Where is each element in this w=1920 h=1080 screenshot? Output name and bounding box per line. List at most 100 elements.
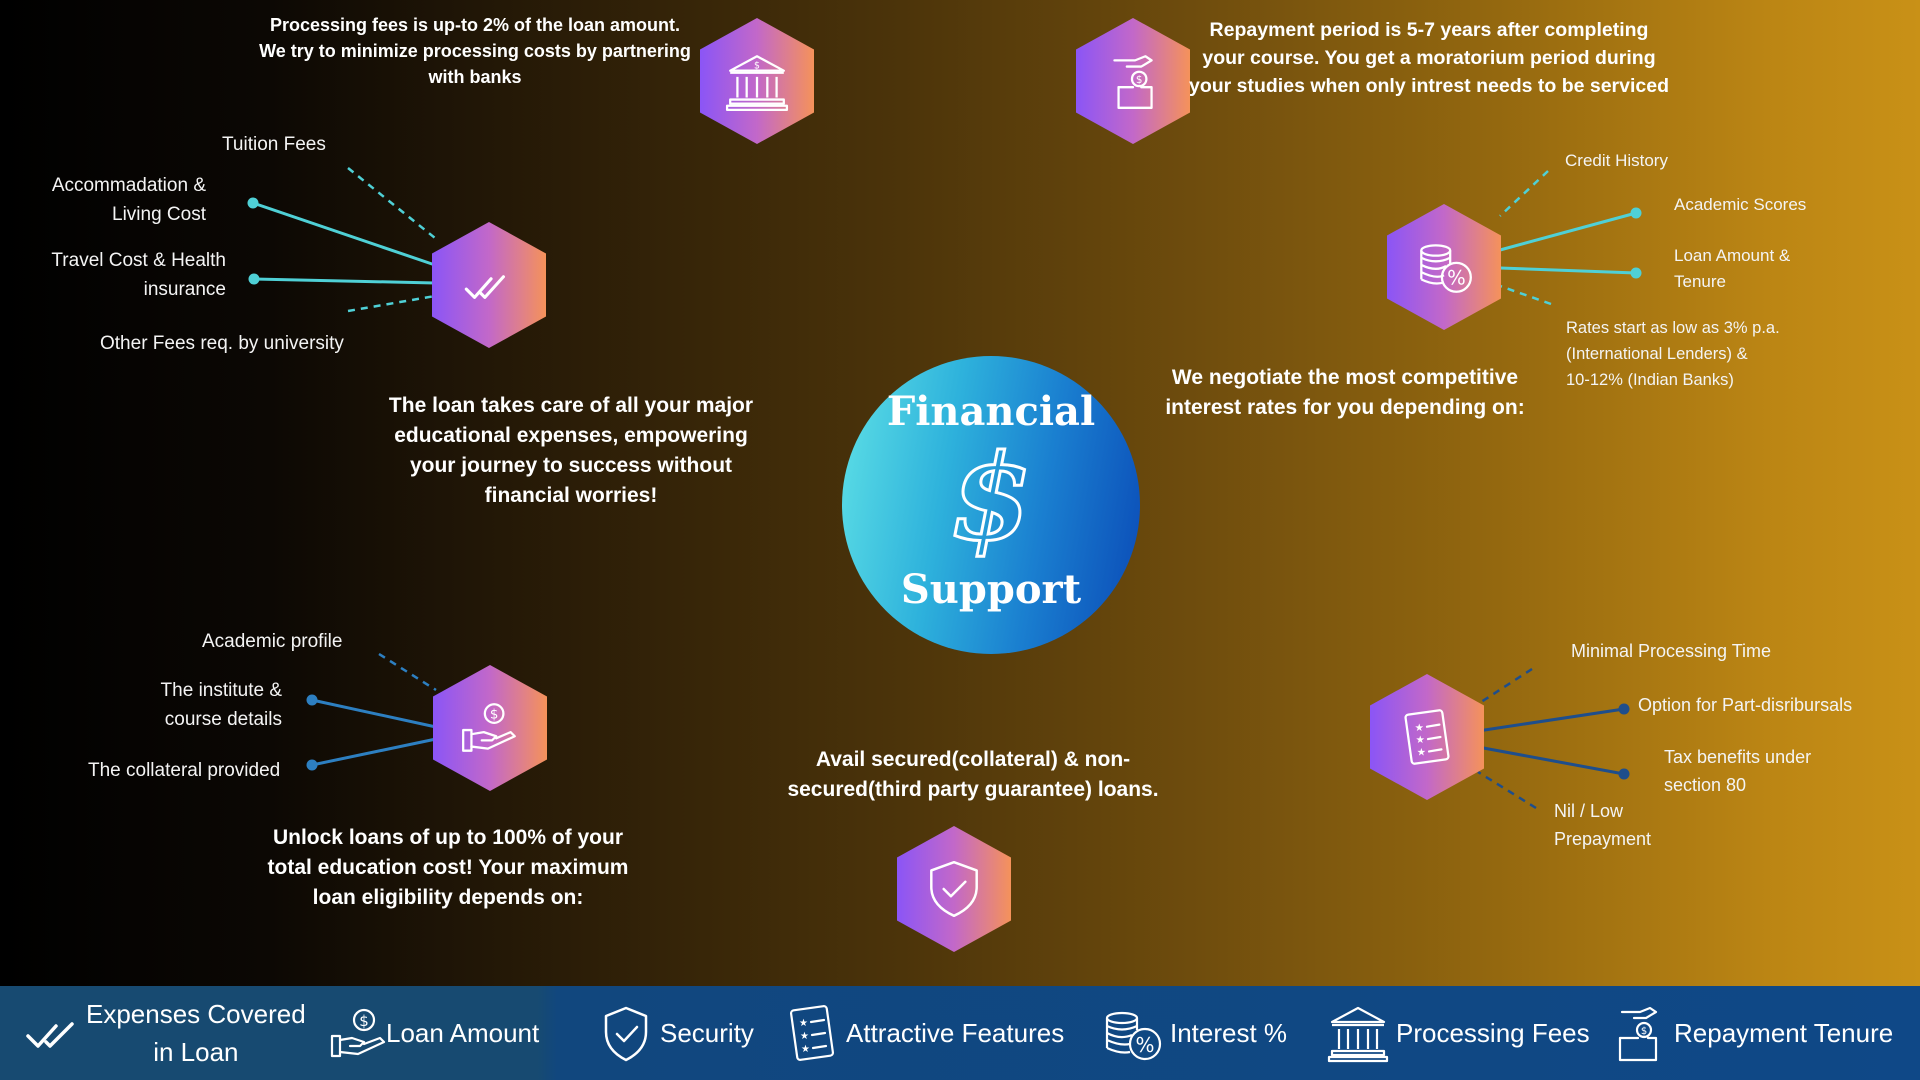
circle-title-top: Financial [886,388,1096,435]
bank-icon [1327,1006,1389,1063]
expense-travel-line-1: Travel Cost & Health [51,250,226,271]
nav-interest-label: Interest % [1170,1018,1288,1048]
eligibility-collateral: The collateral provided [88,760,281,781]
processing-fees-hexagon: $ [700,18,814,144]
svg-text:★: ★ [1416,734,1425,746]
svg-text:★: ★ [1417,747,1426,759]
interest-academic-scores: Academic Scores [1674,195,1807,214]
nav-features-label: Attractive Features [846,1018,1065,1048]
interest-summary: We negotiate the most competitive intere… [1155,363,1535,423]
security-summary-line-2: secured(third party guarantee) loans. [787,778,1159,801]
double-check-icon [26,1022,74,1048]
svg-text:★: ★ [800,1031,809,1042]
interest-summary-line-1: We negotiate the most competitive [1171,366,1519,389]
nav-processing-fees[interactable]: Processing Fees [1326,986,1590,1080]
svg-text:$: $ [490,708,499,723]
hand-coin-icon: $ [330,1008,386,1058]
feature-tax-benefits: Tax benefits under section 80 [1664,743,1811,799]
expense-accommodation: Accommadation & Living Cost [20,171,206,229]
interest-rates-line-1: Rates start as low as 3% p.a. [1566,319,1780,337]
expense-tuition-fees: Tuition Fees [222,134,326,155]
shield-check-icon [930,860,978,918]
eligibility-hexagon: $ [433,665,547,791]
interest-rates-note: Rates start as low as 3% p.a. (Internati… [1566,315,1780,393]
coins-percent-icon: % [1420,244,1472,293]
interest-credit-history: Credit History [1565,151,1668,170]
repayment-line-1: Repayment period is 5-7 years after comp… [1209,19,1649,41]
checklist-icon: ★ ★ ★ [789,1005,835,1061]
nav-expenses-label: Expenses Covered in Loan [86,995,306,1071]
interest-loan-line-1: Loan Amount & [1674,246,1791,265]
feature-nil-line-2: Prepayment [1554,829,1652,849]
expense-accommodation-line-1: Accommadation & [51,175,206,196]
nav-expenses-line-2: in Loan [153,1037,239,1067]
processing-line-1: Processing fees is up-to 2% of the loan … [269,15,681,35]
interest-rates-line-3: 10-12% (Indian Banks) [1566,371,1734,389]
nav-expenses-line-1: Expenses Covered [86,999,306,1029]
financial-support-circle: Financial $ Support [842,356,1140,654]
feature-nil-line-1: Nil / Low [1554,801,1624,821]
interest-loan-line-2: Tenure [1674,272,1726,291]
svg-text:★: ★ [801,1044,810,1055]
bottom-navigation-bar: Expenses Covered in Loan $ Loan Amount S… [0,986,1920,1080]
interest-hexagon: % [1387,204,1501,330]
security-summary-line-1: Avail secured(collateral) & non- [815,748,1131,771]
processing-line-2: We try to minimize processing costs by p… [259,41,691,61]
hand-dollar-box-icon: $ [1618,1006,1658,1062]
feature-tax-line-2: section 80 [1664,775,1747,795]
svg-text:★: ★ [799,1018,808,1029]
expenses-summary-line-4: financial worries! [484,484,658,507]
repayment-hexagon: $ [1076,18,1190,144]
expenses-hexagon [432,222,546,348]
nav-expenses-covered[interactable]: Expenses Covered in Loan [24,986,306,1080]
expense-accommodation-line-2: Living Cost [112,204,206,225]
feature-nil-prepayment: Nil / Low Prepayment [1554,797,1651,853]
expense-travel-line-2: insurance [143,279,226,300]
svg-text:$: $ [359,1012,369,1030]
circle-title-bottom: Support [900,566,1082,613]
svg-text:$: $ [754,61,760,72]
svg-text:$: $ [1136,74,1143,86]
svg-text:$: $ [1641,1026,1647,1037]
security-summary: Avail secured(collateral) & non- secured… [772,745,1174,805]
nav-security[interactable]: Security [598,986,754,1080]
hand-dollar-box-icon: $ [1113,55,1153,109]
eligibility-institute-line-2: course details [164,709,282,730]
eligibility-summary-line-1: Unlock loans of up to 100% of your [272,826,624,849]
expenses-summary-line-3: your journey to success without [409,454,733,477]
coins-percent-icon: % [1105,1011,1162,1061]
nav-security-label: Security [660,1018,754,1048]
eligibility-institute-course: The institute & course details [60,676,282,734]
repayment-line-3: your studies when only intrest needs to … [1188,75,1670,97]
double-check-icon [464,275,505,299]
feature-minimal-processing: Minimal Processing Time [1571,641,1772,661]
repayment-line-2: your course. You get a moratorium period… [1202,47,1656,69]
repayment-text: Repayment period is 5-7 years after comp… [1184,16,1674,100]
shield-check-icon [604,1006,648,1062]
interest-loan-amount-tenure: Loan Amount & Tenure [1674,243,1790,295]
expense-travel-health: Travel Cost & Health insurance [20,246,226,304]
svg-text:%: % [1135,1033,1154,1057]
expenses-summary-line-2: educational expenses, empowering [394,424,748,447]
feature-tax-line-1: Tax benefits under [1664,747,1812,767]
nav-loan-amount[interactable]: $ Loan Amount [330,986,539,1080]
nav-interest[interactable]: % Interest % [1100,986,1287,1080]
eligibility-summary: Unlock loans of up to 100% of your total… [258,823,638,913]
nav-processing-label: Processing Fees [1396,1018,1590,1048]
features-hexagon: ★ ★ ★ [1370,674,1484,800]
expenses-summary: The loan takes care of all your major ed… [371,391,771,511]
processing-fees-text: Processing fees is up-to 2% of the loan … [240,12,710,90]
processing-line-3: with banks [428,67,522,87]
nav-loan-amount-label: Loan Amount [386,1018,540,1048]
eligibility-summary-line-3: loan eligibility depends on: [312,886,584,909]
eligibility-academic-profile: Academic profile [202,631,343,652]
security-hexagon [897,826,1011,952]
feature-part-disbursals: Option for Part-disribursals [1638,695,1853,715]
hand-coin-icon: $ [462,703,516,752]
interest-rates-line-2: (International Lenders) & [1566,345,1748,363]
nav-repayment-label: Repayment Tenure [1674,1018,1894,1048]
interest-summary-line-2: interest rates for you depending on: [1165,396,1525,419]
dollar-sign-icon: $ [948,427,1033,569]
nav-attractive-features[interactable]: ★ ★ ★ Attractive Features [784,986,1064,1080]
nav-repayment-tenure[interactable]: $ Repayment Tenure [1612,986,1893,1080]
